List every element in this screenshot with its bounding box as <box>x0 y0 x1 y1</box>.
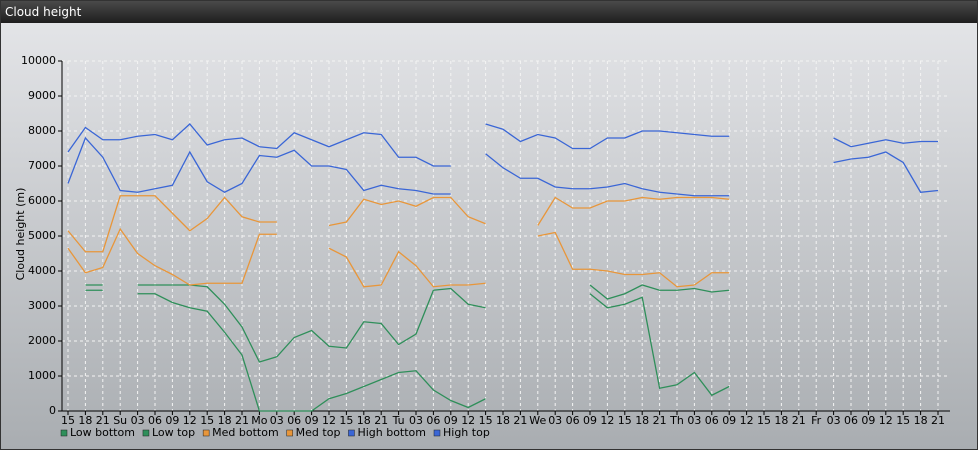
x-tick-label: 18 <box>635 414 649 427</box>
x-tick-label: 21 <box>931 414 945 427</box>
y-axis-label: Cloud height (m) <box>14 188 27 281</box>
legend-label: Low top <box>152 426 195 439</box>
x-tick-label: 12 <box>461 414 475 427</box>
legend-label: High bottom <box>357 426 426 439</box>
x-tick-label: 06 <box>287 414 301 427</box>
legend-label: High top <box>443 426 490 439</box>
legend-item: Low top <box>142 426 195 439</box>
series-line <box>67 227 730 288</box>
x-tick-label: 12 <box>600 414 614 427</box>
legend-item: High bottom <box>348 426 426 439</box>
x-tick-label: We <box>529 414 546 427</box>
x-tick-label: 12 <box>879 414 893 427</box>
x-tick-label: 18 <box>357 414 371 427</box>
legend-swatch <box>348 429 355 437</box>
x-tick-label: 21 <box>792 414 806 427</box>
x-tick-label: Th <box>669 414 684 427</box>
y-tick-label: 4000 <box>28 264 56 277</box>
x-tick-label: 03 <box>270 414 284 427</box>
x-tick-label: 15 <box>61 414 75 427</box>
x-tick-label: 06 <box>705 414 719 427</box>
x-tick-label: Fr <box>811 414 822 427</box>
x-tick-label: 12 <box>740 414 754 427</box>
legend-item: Low bottom <box>60 426 135 439</box>
x-tick-label: 21 <box>513 414 527 427</box>
x-tick-label: 15 <box>339 414 353 427</box>
y-tick-label: 3000 <box>28 299 56 312</box>
x-tick-label: Mo <box>251 414 267 427</box>
x-tick-label: 03 <box>409 414 423 427</box>
y-tick-label: 8000 <box>28 124 56 137</box>
x-tick-label: 21 <box>235 414 249 427</box>
x-tick-label: 09 <box>722 414 736 427</box>
x-tick-label: 15 <box>479 414 493 427</box>
series-line <box>85 284 730 363</box>
x-tick-label: 09 <box>861 414 875 427</box>
x-tick-label: 15 <box>896 414 910 427</box>
y-tick-label: 5000 <box>28 229 56 242</box>
x-tick-label: 03 <box>827 414 841 427</box>
x-tick-label: 06 <box>844 414 858 427</box>
legend-item: High top <box>433 426 490 439</box>
y-tick-label: 10000 <box>21 54 56 67</box>
legend-label: Med bottom <box>212 426 279 439</box>
x-tick-label: 18 <box>218 414 232 427</box>
x-tick-label: 09 <box>583 414 597 427</box>
x-tick-label: 21 <box>653 414 667 427</box>
series-line <box>67 123 938 167</box>
x-tick-label: 18 <box>496 414 510 427</box>
legend-swatch <box>60 429 68 437</box>
x-tick-label: 09 <box>165 414 179 427</box>
x-tick-label: 15 <box>618 414 632 427</box>
x-tick-label: 21 <box>374 414 388 427</box>
y-tick-label: 9000 <box>28 89 56 102</box>
legend-label: Low bottom <box>70 426 135 439</box>
legend-swatch <box>142 429 150 437</box>
x-tick-label: 06 <box>566 414 580 427</box>
x-tick-label: 03 <box>548 414 562 427</box>
series-line <box>67 195 730 253</box>
x-tick-label: 21 <box>96 414 110 427</box>
x-tick-label: 12 <box>183 414 197 427</box>
x-tick-label: Tu <box>392 414 405 427</box>
x-tick-label: 15 <box>200 414 214 427</box>
x-tick-label: 03 <box>687 414 701 427</box>
legend-swatch <box>433 429 441 437</box>
x-tick-label: 09 <box>444 414 458 427</box>
x-tick-label: Su <box>113 414 127 427</box>
legend-item: Med bottom <box>202 426 279 439</box>
legend-label: Med top <box>296 426 341 439</box>
chart-title: Cloud height <box>1 1 977 23</box>
y-tick-label: 1000 <box>28 369 56 382</box>
series-line <box>85 289 730 412</box>
series-line <box>67 136 939 197</box>
y-tick-label: 2000 <box>28 334 56 347</box>
y-tick-label: 7000 <box>28 159 56 172</box>
x-tick-label: 06 <box>148 414 162 427</box>
y-tick-label: 6000 <box>28 194 56 207</box>
x-tick-label: 18 <box>914 414 928 427</box>
legend-item: Med top <box>286 426 341 439</box>
x-tick-label: 15 <box>757 414 771 427</box>
x-tick-label: 09 <box>305 414 319 427</box>
x-tick-label: 12 <box>322 414 336 427</box>
y-tick-label: 0 <box>49 404 56 417</box>
x-tick-label: 18 <box>774 414 788 427</box>
x-tick-label: 06 <box>426 414 440 427</box>
legend-swatch <box>286 429 293 437</box>
chart: Cloud height (m) 0 1000 2000 3000 4000 5000 60… <box>14 54 950 439</box>
legend-swatch <box>202 429 210 437</box>
x-tick-label: 18 <box>78 414 92 427</box>
x-tick-label: 03 <box>131 414 145 427</box>
